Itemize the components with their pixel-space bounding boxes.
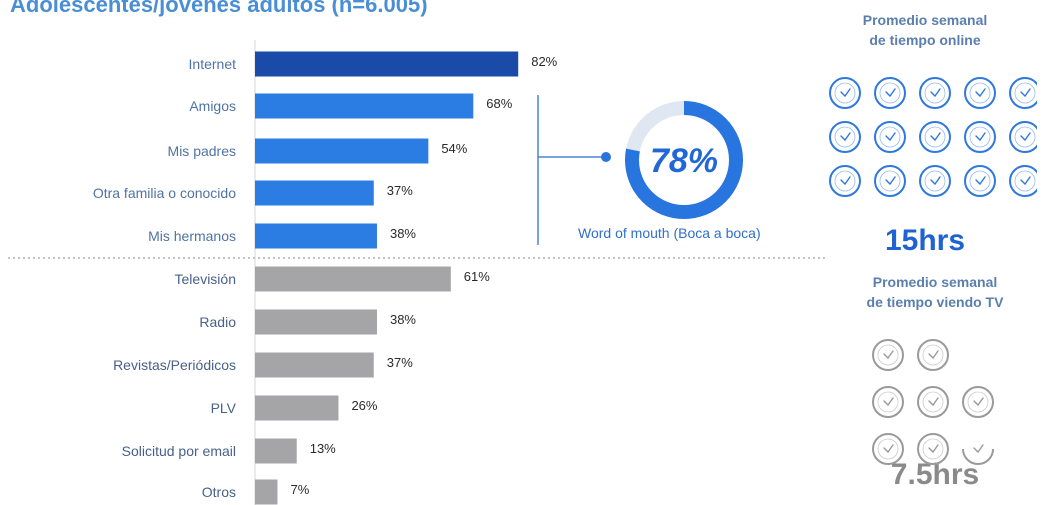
value-label: 38% xyxy=(390,226,416,241)
category-label: PLV xyxy=(211,400,237,416)
category-label: Revistas/Periódicos xyxy=(113,357,236,373)
bar xyxy=(255,266,451,292)
category-label: Internet xyxy=(189,56,237,72)
bar-chart: Internet 82% Amigos 68% Mis padres 54% Otra fa… xyxy=(8,40,828,505)
clock-icon xyxy=(962,444,994,465)
bar xyxy=(255,93,474,119)
value-label: 37% xyxy=(387,355,413,370)
wom-ring-progress xyxy=(625,101,743,219)
category-label: Radio xyxy=(199,314,236,330)
clock-icon xyxy=(1009,77,1037,109)
clock-icon xyxy=(829,77,861,109)
clock-icon xyxy=(917,339,949,371)
category-label: Mis padres xyxy=(168,143,236,159)
clock-icon xyxy=(917,386,949,418)
clock-icon xyxy=(874,165,906,197)
bar xyxy=(255,395,339,421)
wom-percentage: 78% xyxy=(650,142,718,180)
tv-clock-grid xyxy=(872,339,994,465)
category-label: Mis hermanos xyxy=(148,228,236,244)
online-clock-grid xyxy=(829,77,1037,197)
bar xyxy=(255,479,278,505)
clock-icon xyxy=(872,339,904,371)
clock-icon xyxy=(919,77,951,109)
value-label: 61% xyxy=(464,269,490,284)
bar xyxy=(255,352,374,378)
clock-icon xyxy=(964,77,996,109)
clock-icon xyxy=(1009,165,1037,197)
clock-icon xyxy=(1009,121,1037,153)
category-label: Solicitud por email xyxy=(122,443,236,459)
value-label: 54% xyxy=(441,141,467,156)
clock-icon xyxy=(872,386,904,418)
clock-icon xyxy=(874,77,906,109)
clock-icon xyxy=(962,386,994,418)
value-label: 82% xyxy=(531,54,557,69)
bar xyxy=(255,180,374,206)
bar xyxy=(255,438,297,464)
value-label: 7% xyxy=(290,482,309,497)
online-time-panel: Promedio semanal de tiempo online 15hrs xyxy=(820,10,1030,256)
bar xyxy=(255,309,377,335)
tv-heading-line2: de tiempo viendo TV xyxy=(866,294,1004,310)
category-label: Televisión xyxy=(175,271,236,287)
wom-connector-dot xyxy=(601,152,611,162)
tv-heading-line1: Promedio semanal xyxy=(872,274,998,290)
value-label: 37% xyxy=(387,183,413,198)
clock-icon xyxy=(919,121,951,153)
category-label: Amigos xyxy=(189,98,236,114)
clock-icon xyxy=(964,165,996,197)
value-label: 13% xyxy=(310,441,336,456)
online-heading-line2: de tiempo online xyxy=(869,32,981,48)
value-label: 26% xyxy=(351,398,377,413)
value-label: 68% xyxy=(486,96,512,111)
clock-icon xyxy=(917,433,949,465)
clock-icon xyxy=(829,121,861,153)
bar xyxy=(255,223,377,249)
clock-icon xyxy=(964,121,996,153)
tv-time-panel: Promedio semanal de tiempo viendo TV 7.5… xyxy=(835,272,1035,490)
clock-icon xyxy=(919,165,951,197)
online-heading-line1: Promedio semanal xyxy=(862,12,988,28)
category-label: Otra familia o conocido xyxy=(93,185,236,201)
bar xyxy=(255,51,519,77)
category-label: Otros xyxy=(202,484,236,500)
clock-icon xyxy=(874,121,906,153)
chart-title: Adolescentes/jóvenes adultos (n=6.005) xyxy=(10,0,428,17)
clock-icon xyxy=(872,433,904,465)
value-label: 38% xyxy=(390,312,416,327)
bar xyxy=(255,138,429,164)
word-of-mouth-caption: Word of mouth (Boca a boca) xyxy=(578,225,761,241)
clock-icon xyxy=(829,165,861,197)
online-hours: 15hrs xyxy=(884,224,966,257)
